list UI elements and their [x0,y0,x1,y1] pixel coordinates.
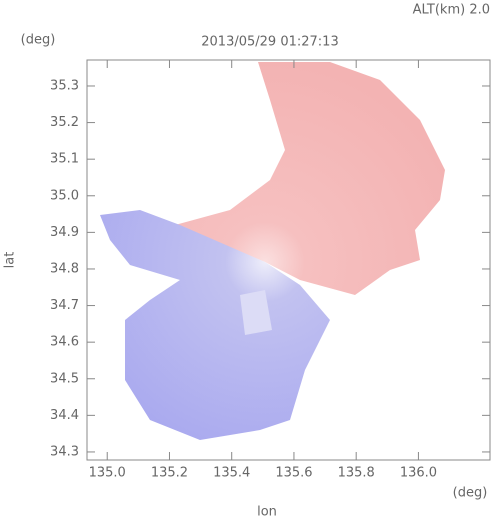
x-tick-label: 135.8 [338,466,375,481]
x-tick-label: 135.6 [275,466,312,481]
y-tick-label: 34.8 [50,261,79,276]
y-tick-label: 35.1 [50,152,79,167]
y-tick-label: 34.5 [50,371,79,386]
x-tick-label: 135.0 [89,466,126,481]
y-tick-label: 35.3 [50,78,79,93]
y-axis-label: lat [3,252,18,269]
chart-title: 2013/05/29 01:27:13 [201,35,338,50]
y-unit: (deg) [21,33,56,48]
x-tick-label: 135.4 [213,466,250,481]
y-tick-label: 34.7 [50,298,79,313]
x-tick-label: 136.0 [400,466,437,481]
velocity-patch [240,290,272,335]
radar-field [100,62,445,440]
y-tick-label: 34.3 [50,444,79,459]
altitude-label: ALT(km) 2.0 [413,3,490,18]
x-axis-label: lon [257,505,277,520]
positive-velocity [175,62,445,295]
x-tick-label: 135.2 [151,466,188,481]
negative-velocity [100,210,330,440]
y-tick-label: 35.2 [50,115,79,130]
y-tick-label: 35.0 [50,188,79,203]
y-tick-label: 34.9 [50,225,79,240]
y-tick-label: 34.4 [50,408,79,423]
x-unit: (deg) [453,486,488,501]
y-tick-label: 34.6 [50,335,79,350]
plot-frame [86,59,491,461]
